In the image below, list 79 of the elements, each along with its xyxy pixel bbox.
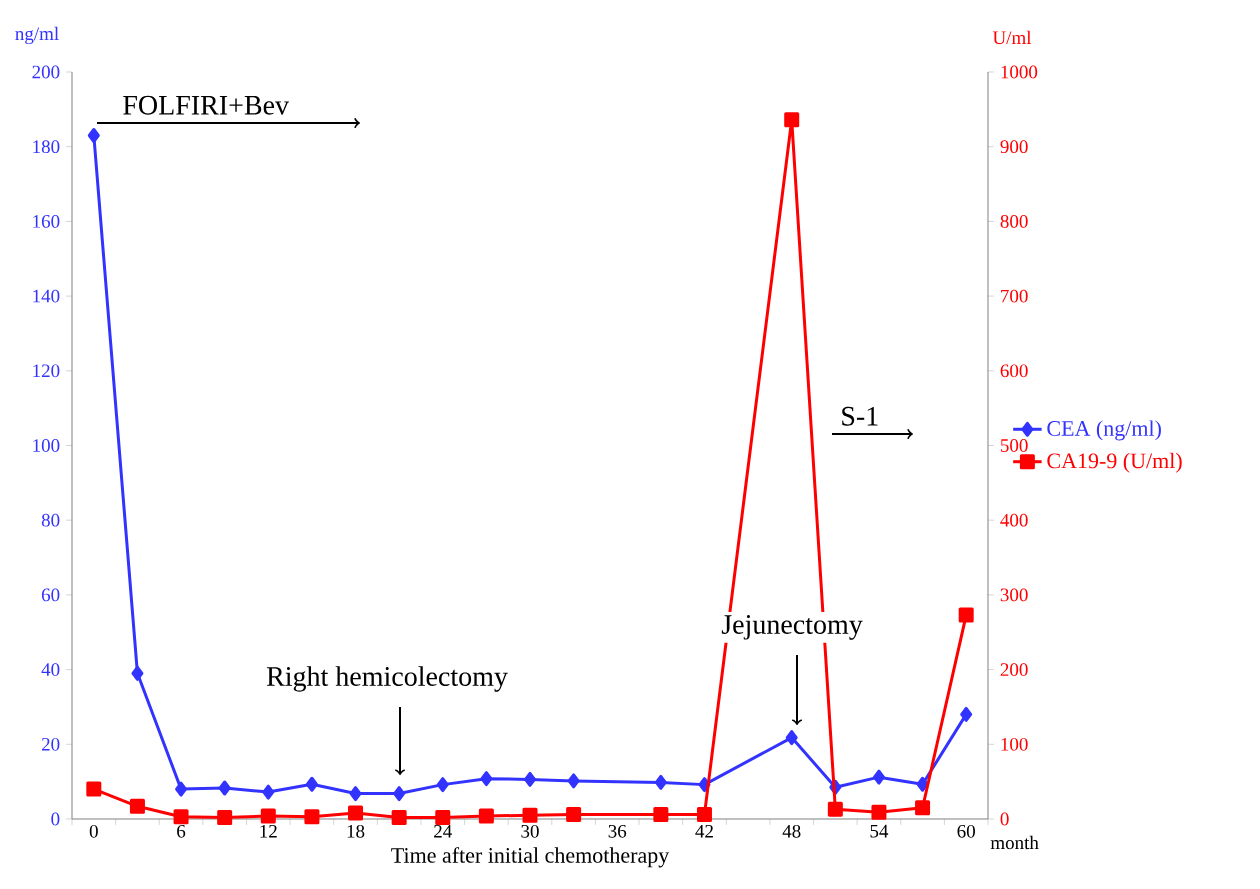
y2-tick-label: 800 [1000, 214, 1028, 228]
y-tick-label: 60 [41, 588, 60, 602]
point [393, 786, 406, 802]
y-tick-label: 0 [51, 812, 60, 826]
point [654, 774, 667, 790]
y-tick-label: 180 [33, 140, 60, 154]
x-tick-label: 0 [89, 824, 98, 838]
point [871, 804, 887, 820]
point [696, 807, 712, 822]
x-tick-label: 24 [434, 824, 452, 838]
point [653, 807, 669, 822]
point [915, 800, 931, 816]
point [173, 809, 189, 825]
annotation: S-1 [842, 406, 878, 426]
point [131, 665, 144, 681]
y2-tick-label: 700 [1001, 289, 1028, 303]
point [960, 706, 973, 722]
point [567, 773, 580, 789]
point [872, 769, 885, 785]
point [262, 784, 275, 800]
x-tick-label: 6 [177, 824, 186, 838]
point [391, 809, 407, 825]
x-tick-label: 60 [957, 824, 975, 838]
annotation: FOLFIRI+Bev [123, 95, 290, 115]
x-tick-label: 54 [870, 824, 889, 838]
x-tick-label: 18 [347, 824, 365, 838]
point [349, 786, 362, 802]
point [305, 776, 318, 792]
y-tick-label: 80 [41, 513, 60, 527]
point [916, 776, 929, 792]
y-tick-label: 140 [33, 289, 60, 303]
y2-tick-label: 500 [1000, 439, 1028, 452]
y-tick-label: 100 [33, 439, 60, 452]
y2-tick-label: 400 [1000, 513, 1028, 527]
x-tick-label: 48 [782, 824, 801, 838]
point [827, 801, 843, 817]
y2-tick-label: 1000 [1001, 65, 1038, 79]
y2-tick-label: 600 [1000, 364, 1028, 378]
point [436, 777, 449, 793]
point [435, 809, 451, 825]
y2-tick-label: 900 [1000, 140, 1028, 154]
legend-label: CA19-9 (U/ml) [1047, 452, 1182, 473]
point [958, 607, 974, 623]
y-tick-label: 40 [41, 663, 60, 676]
y2-tick-label: 100 [1001, 737, 1028, 751]
legend-label: CEA (ng/ml) [1047, 420, 1161, 441]
y2-axis-title: U/ml [992, 30, 1032, 45]
x-tick-label: 30 [521, 824, 539, 838]
point [524, 771, 536, 787]
x-tick-label: 36 [608, 824, 627, 838]
point [86, 781, 102, 797]
point [217, 809, 233, 825]
x-axis-title: Time after initial chemotherapy [391, 847, 670, 868]
y2-tick-label: 200 [1000, 663, 1028, 676]
point [87, 127, 100, 143]
point [480, 771, 493, 787]
point [785, 730, 798, 746]
point [784, 112, 800, 128]
point [218, 780, 231, 796]
annotation: Right hemicolectomy [266, 666, 508, 692]
point [304, 809, 320, 825]
y2-tick-label: 300 [1000, 588, 1028, 602]
point [260, 808, 276, 824]
y-tick-label: 200 [32, 65, 60, 79]
point [566, 807, 582, 822]
text: month [990, 835, 1039, 850]
x-tick-label: 42 [695, 824, 713, 838]
annotation: Jejunectomy [721, 615, 863, 640]
y-tick-label: 120 [33, 364, 60, 378]
point [129, 798, 145, 814]
point [478, 808, 494, 824]
point [348, 805, 364, 821]
y-axis-title: ng/ml [15, 26, 59, 45]
x-tick-label: 12 [260, 824, 277, 838]
y-tick-label: 20 [41, 737, 60, 751]
y-tick-label: 160 [33, 214, 60, 228]
point [522, 807, 538, 823]
point [175, 781, 188, 797]
y2-tick-label: 0 [1000, 812, 1009, 826]
